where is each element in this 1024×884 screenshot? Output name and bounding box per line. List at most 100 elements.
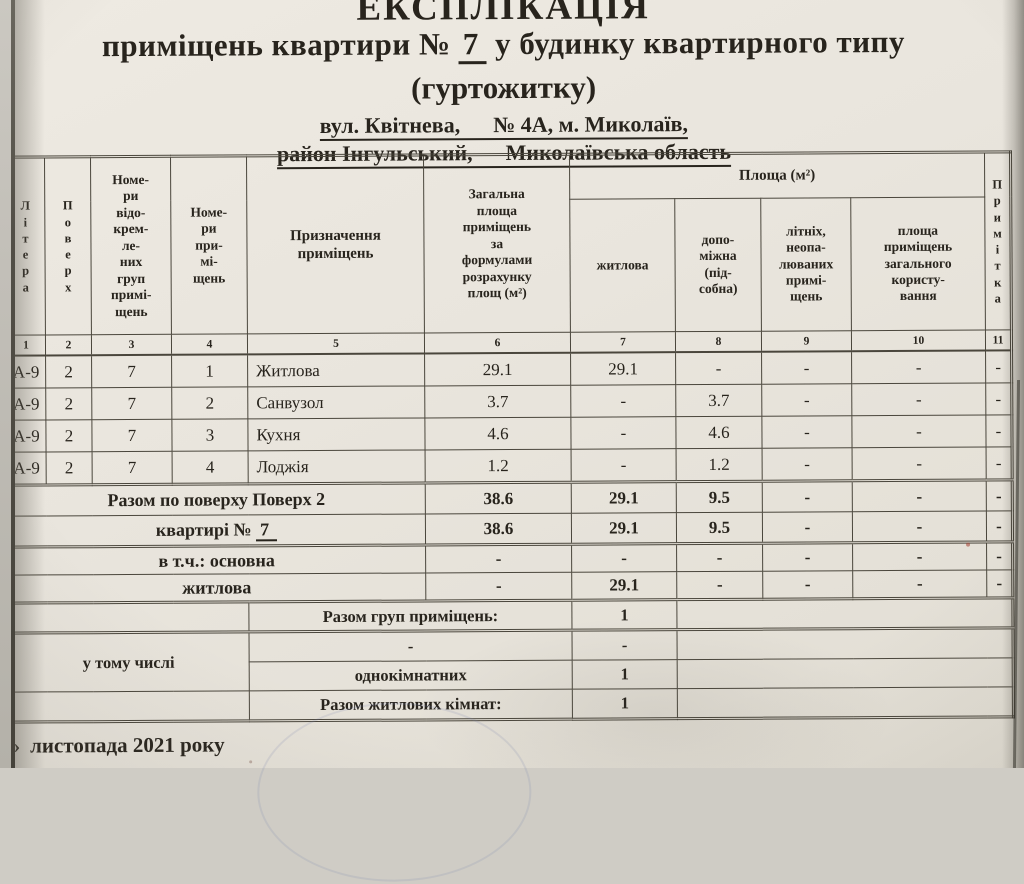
document-subtitle: приміщень квартири № 7 у будинку квартир…: [0, 23, 1009, 65]
header-dopomizhna: допо- міжна (під- собна): [674, 197, 762, 332]
totals-groups-label: Разом груп приміщень:: [248, 600, 572, 632]
table-row: А-9 2 7 3 Кухня 4.6 - 4.6 - - -: [5, 414, 1013, 453]
cell-note: -: [985, 350, 1012, 384]
cell-floor: 2: [45, 355, 92, 388]
sum-note: -: [986, 479, 1013, 512]
table-row: А-9 2 7 2 Санвузол 3.7 - 3.7 - - -: [5, 382, 1012, 421]
totals-empty-right: [676, 597, 1014, 630]
totals-including-label: у тому числі: [6, 631, 250, 693]
header-room-numbers: Номе- ри при- мі- щень: [170, 155, 248, 335]
cell-purpose: Житлова: [247, 353, 425, 387]
totals-living-rooms-value: 1: [572, 688, 678, 720]
totals-one-room-value: 1: [572, 659, 678, 690]
header-total-area: Загальна площа приміщень за формулами ро…: [423, 154, 571, 333]
cell-aux-area: 3.7: [675, 384, 762, 417]
totals-including-value: -: [571, 629, 678, 661]
totals-groups-value: 1: [571, 599, 677, 631]
sum-common: -: [852, 511, 987, 543]
table-row: А-9 2 7 4 Лоджія 1.2 - 1.2 - - -: [6, 446, 1013, 486]
cell-total-area: 4.6: [424, 417, 572, 450]
cell-room-no: 3: [171, 418, 249, 452]
sum-common: -: [852, 570, 987, 599]
cell-group: 7: [91, 354, 172, 388]
sum-living: -: [571, 543, 677, 573]
totals-empty-right: [676, 627, 1014, 660]
colnum-8: 8: [675, 331, 762, 353]
summary-apartment-text: квартирі №: [155, 519, 257, 540]
colnum-2: 2: [45, 334, 92, 356]
page-edge-left: [0, 0, 12, 768]
paper-speck: [249, 760, 253, 764]
cell-summer-area: -: [761, 351, 852, 385]
apartment-number: 7: [458, 26, 487, 65]
document-subtitle-2: (гуртожитку): [411, 69, 597, 106]
colnum-5: 5: [247, 332, 425, 355]
summary-main-label: в т.ч.: основна: [6, 544, 426, 576]
totals-empty-right: [677, 657, 1014, 689]
summary-living-label: житлова: [6, 572, 426, 604]
cell-summer-area: -: [761, 415, 853, 449]
cell-living-area: -: [570, 416, 677, 450]
document-header: ЕКСПЛІКАЦІЯ приміщень квартири № 7 у буд…: [0, 0, 1022, 170]
sum-aux: 9.5: [676, 481, 763, 513]
cell-note: -: [986, 446, 1013, 481]
cell-group: 7: [91, 419, 173, 452]
colnum-9: 9: [761, 330, 852, 352]
header-purpose: Призначення приміщень: [246, 154, 425, 334]
sum-summer: -: [762, 480, 853, 513]
totals-empty-right: [677, 686, 1014, 719]
sum-note: -: [986, 510, 1013, 543]
page-fold-line: [11, 0, 15, 768]
cell-total-area: 3.7: [424, 385, 571, 418]
colnum-6: 6: [424, 332, 571, 354]
sum-note: -: [986, 569, 1013, 599]
cell-purpose: Лоджія: [248, 449, 426, 484]
totals-empty-left: [7, 690, 250, 723]
colnum-11: 11: [985, 329, 1012, 351]
summary-apartment-number: 7: [255, 519, 278, 542]
cell-aux-area: 1.2: [676, 448, 763, 482]
cell-total-area: 29.1: [424, 352, 571, 386]
cell-common-area: -: [851, 350, 986, 384]
header-group-numbers: Номе- ри відо- крем- ле- них груп примі-…: [90, 156, 172, 335]
colnum-7: 7: [570, 331, 676, 353]
cell-group: 7: [92, 451, 173, 485]
cell-summer-area: -: [762, 447, 853, 482]
cell-group: 7: [91, 387, 172, 420]
colnum-3: 3: [91, 334, 172, 356]
header-row-1: Л і т е р а П о в е р х Номе- ри відо- к…: [4, 151, 1012, 336]
sum-summer: -: [762, 542, 853, 572]
cell-room-no: 4: [172, 450, 249, 485]
cell-common-area: -: [851, 415, 987, 448]
sum-aux: 9.5: [676, 512, 763, 544]
summary-floor-label: Разом по поверху Поверх 2: [6, 482, 426, 517]
sum-total: 38.6: [425, 482, 572, 514]
header-zahalnoho: площа приміщень загального користу- ванн…: [850, 196, 986, 331]
sum-living: 29.1: [571, 481, 677, 514]
cell-note: -: [985, 414, 1013, 448]
cell-room-no: 2: [171, 386, 248, 420]
sum-aux: -: [676, 543, 763, 572]
date-note: листопада 2021 року: [30, 732, 225, 758]
cell-total-area: 1.2: [425, 449, 572, 483]
sum-total: -: [425, 544, 572, 573]
cell-living-area: -: [570, 384, 676, 418]
cell-common-area: -: [851, 383, 986, 416]
header-poverkh: П о в е р х: [44, 156, 92, 335]
cell-purpose: Кухня: [247, 417, 426, 451]
cell-floor: 2: [45, 387, 92, 420]
cell-summer-area: -: [761, 383, 852, 417]
header-zhytlova: житлова: [569, 198, 676, 333]
summary-apartment-label: квартирі № 7: [6, 513, 426, 548]
colnum-4: 4: [171, 333, 248, 355]
subtitle-after: у будинку квартирного типу: [486, 23, 905, 62]
paper-speck: [966, 542, 971, 547]
cell-floor: 2: [45, 419, 93, 452]
sum-note: -: [986, 541, 1013, 571]
header-prymitka: П р и м і т к а: [984, 151, 1012, 331]
sum-common: -: [852, 480, 987, 512]
sum-total: -: [425, 572, 572, 601]
header-litnikh: літніх, неопа- люваних примі- щень: [760, 197, 852, 332]
sum-living: 29.1: [571, 512, 677, 545]
